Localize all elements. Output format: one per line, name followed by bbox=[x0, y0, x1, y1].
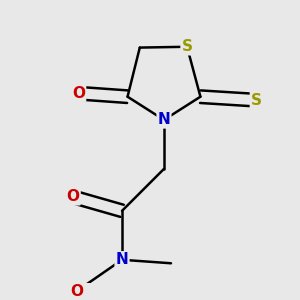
Text: O: O bbox=[72, 86, 85, 101]
Text: N: N bbox=[158, 112, 170, 128]
Text: O: O bbox=[70, 284, 83, 299]
Text: S: S bbox=[251, 93, 262, 108]
Text: S: S bbox=[182, 39, 193, 54]
Text: O: O bbox=[67, 189, 80, 204]
Text: N: N bbox=[116, 252, 128, 267]
